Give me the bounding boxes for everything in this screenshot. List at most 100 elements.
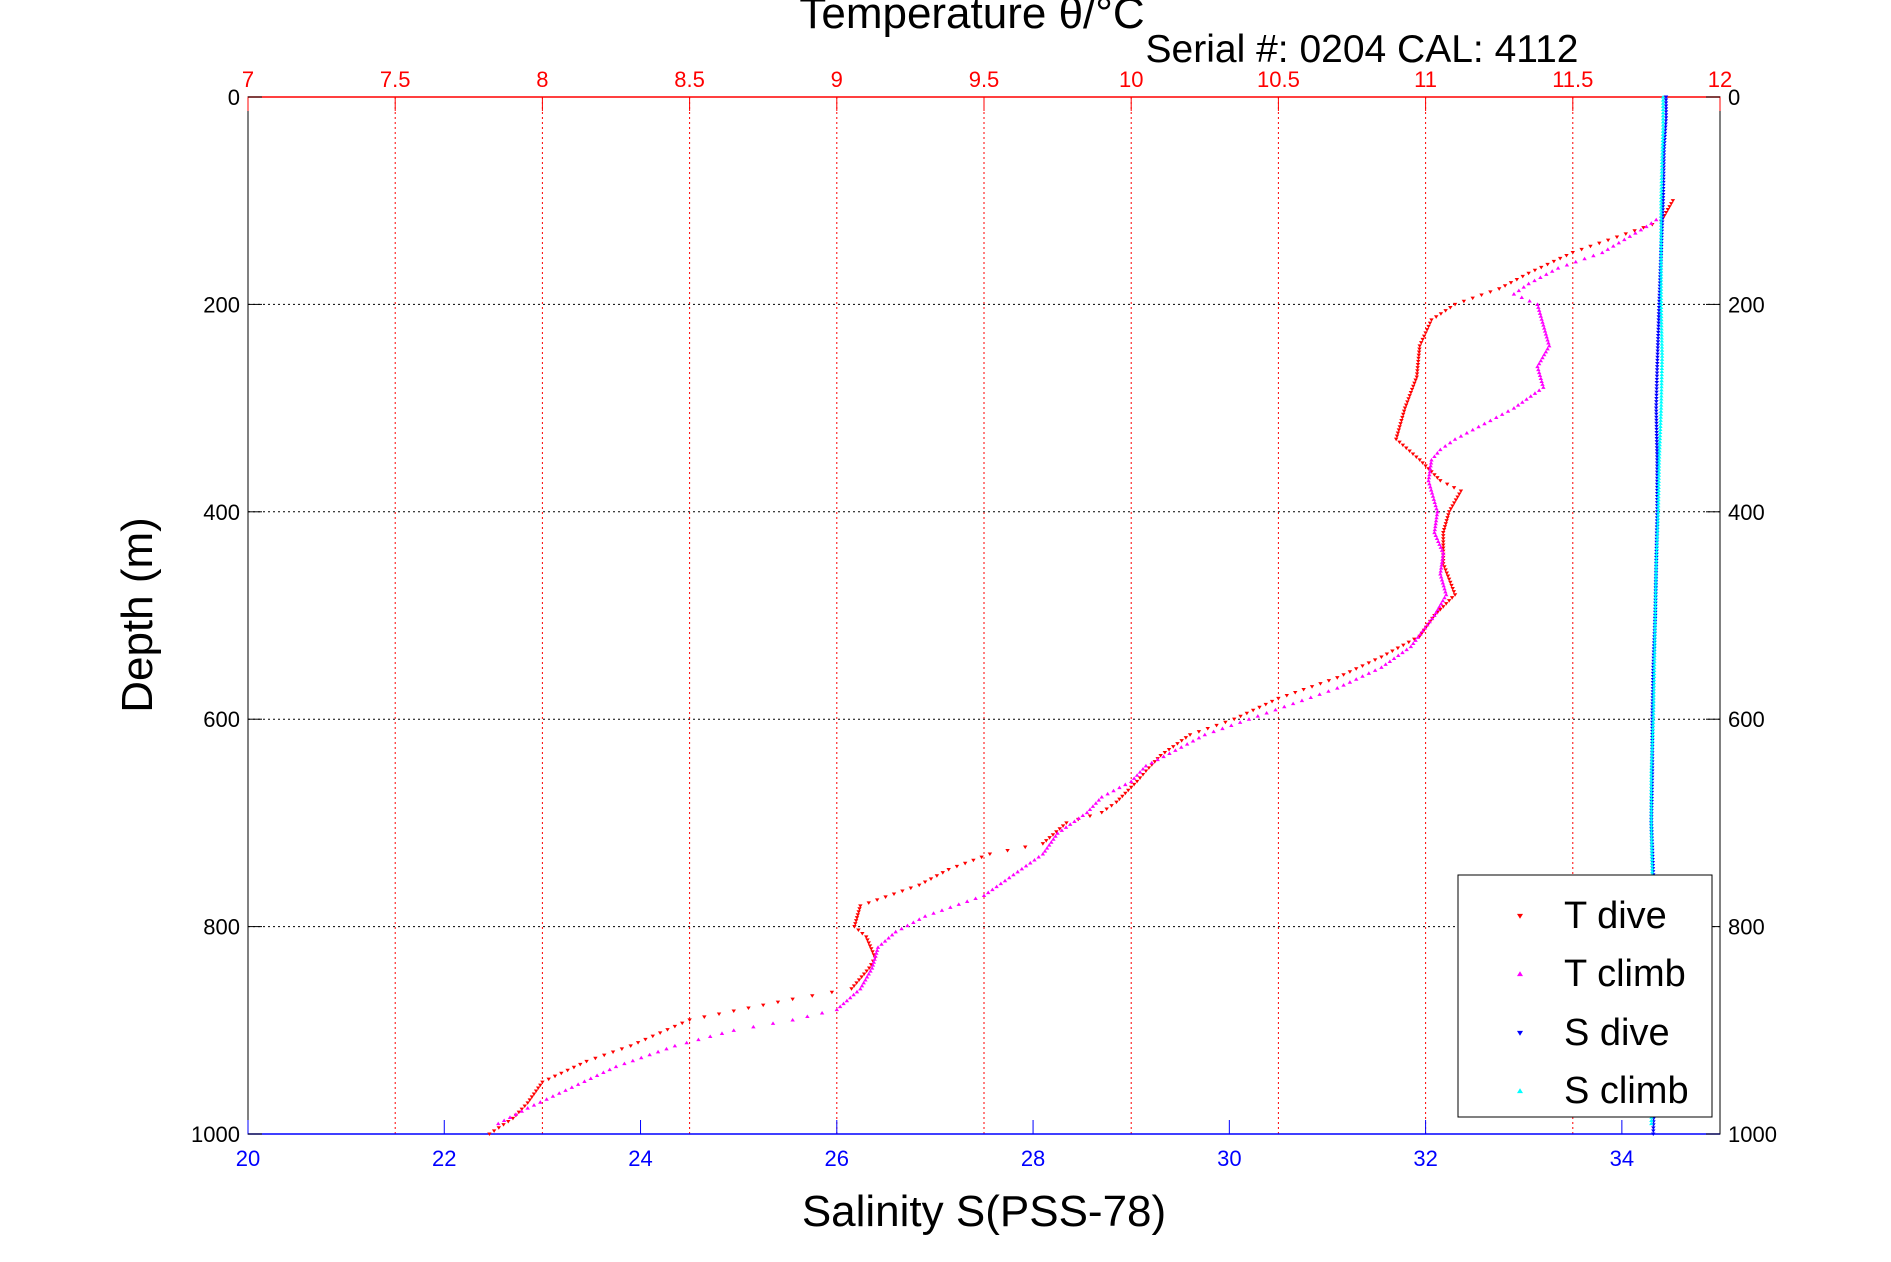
point-t-climb: [874, 951, 879, 955]
point-t-dive: [946, 868, 951, 872]
point-t-dive: [1588, 244, 1593, 249]
point-t-dive: [610, 1050, 616, 1055]
point-t-dive: [1400, 415, 1405, 420]
point-t-dive: [1269, 699, 1275, 704]
point-t-dive: [1442, 525, 1448, 529]
point-t-climb: [819, 1011, 825, 1015]
point-t-climb: [507, 1115, 513, 1119]
point-t-climb: [981, 893, 987, 898]
point-s-climb: [1658, 278, 1664, 282]
point-t-climb: [1540, 355, 1545, 360]
point-s-climb: [1649, 805, 1654, 810]
point-t-climb: [1649, 221, 1654, 225]
depth-tick-label-left: 1000: [191, 1122, 240, 1147]
point-t-dive: [1446, 599, 1452, 603]
point-t-dive: [1223, 720, 1228, 725]
point-t-climb: [1433, 518, 1439, 523]
point-t-dive: [1405, 400, 1410, 404]
point-t-dive: [851, 984, 857, 988]
point-t-dive: [908, 886, 914, 891]
point-s-climb: [1658, 241, 1664, 245]
point-s-climb: [1659, 166, 1665, 171]
point-t-climb: [1264, 710, 1269, 715]
point-t-dive: [1398, 422, 1403, 426]
point-s-climb: [1652, 622, 1658, 627]
point-s-climb: [1658, 271, 1664, 276]
point-s-dive: [1654, 368, 1660, 372]
point-t-dive: [1360, 664, 1365, 668]
point-t-dive: [1404, 446, 1409, 451]
point-t-climb: [1524, 397, 1529, 401]
point-s-climb: [1652, 656, 1657, 660]
point-t-climb: [1539, 379, 1544, 383]
point-s-climb: [1659, 170, 1664, 174]
point-t-dive: [934, 874, 940, 878]
point-t-climb: [864, 974, 870, 979]
point-s-climb: [1660, 104, 1666, 108]
point-s-climb: [1658, 281, 1664, 285]
point-t-climb: [863, 977, 868, 982]
point-t-climb: [1536, 361, 1542, 366]
point-t-dive: [857, 907, 862, 911]
point-t-dive: [1408, 391, 1414, 395]
point-s-climb: [1651, 674, 1657, 679]
point-t-climb: [1532, 278, 1537, 283]
point-t-dive: [1557, 256, 1563, 261]
point-t-dive: [1446, 513, 1451, 517]
point-t-climb: [1428, 463, 1433, 468]
point-t-dive: [1441, 540, 1446, 544]
point-s-dive: [1654, 403, 1659, 407]
point-s-climb: [1658, 412, 1664, 416]
point-t-dive: [1379, 655, 1384, 659]
point-t-climb: [1432, 454, 1437, 459]
point-s-climb: [1659, 179, 1664, 184]
point-t-dive: [1433, 315, 1439, 319]
point-s-climb: [1653, 607, 1658, 611]
point-t-dive: [1426, 324, 1431, 329]
point-t-climb: [873, 954, 878, 958]
point-s-climb: [1653, 576, 1659, 581]
point-s-climb: [1652, 634, 1658, 639]
temperature-tick-label: 10: [1119, 67, 1143, 92]
point-t-dive: [1423, 464, 1428, 468]
point-t-climb: [1439, 548, 1445, 552]
point-s-climb: [1656, 491, 1661, 496]
point-s-climb: [1660, 123, 1666, 127]
point-t-dive: [1455, 495, 1460, 499]
point-t-dive: [1415, 369, 1420, 373]
point-s-climb: [1649, 769, 1654, 773]
point-t-climb: [1255, 714, 1260, 718]
point-t-climb: [1053, 834, 1058, 838]
point-t-dive: [510, 1116, 516, 1121]
point-t-dive: [854, 981, 859, 985]
point-t-dive: [1179, 739, 1184, 743]
point-t-dive: [1443, 309, 1448, 313]
point-t-climb: [1149, 760, 1155, 765]
point-t-dive: [731, 1009, 736, 1014]
point-s-dive: [1654, 446, 1660, 450]
point-s-climb: [1658, 244, 1664, 248]
point-s-climb: [1659, 173, 1664, 177]
point-s-dive: [1655, 349, 1660, 354]
point-s-climb: [1655, 531, 1660, 535]
point-s-climb: [1659, 182, 1664, 187]
point-t-climb: [1442, 586, 1447, 591]
point-t-climb: [607, 1067, 612, 1072]
point-t-dive: [829, 990, 835, 995]
point-t-dive: [1284, 693, 1290, 698]
point-s-climb: [1659, 163, 1665, 168]
point-s-climb: [1652, 619, 1658, 624]
point-s-climb: [1657, 439, 1663, 444]
point-t-dive: [1372, 658, 1378, 662]
point-t-climb: [1638, 227, 1644, 232]
point-t-climb: [1131, 776, 1137, 780]
point-t-dive: [1444, 482, 1450, 487]
point-t-climb: [525, 1106, 530, 1110]
point-t-dive: [858, 904, 863, 908]
point-t-dive: [866, 966, 872, 971]
point-s-climb: [1658, 238, 1664, 242]
point-t-dive: [1114, 800, 1119, 805]
point-s-dive: [1654, 381, 1660, 385]
point-t-climb: [1542, 329, 1548, 333]
